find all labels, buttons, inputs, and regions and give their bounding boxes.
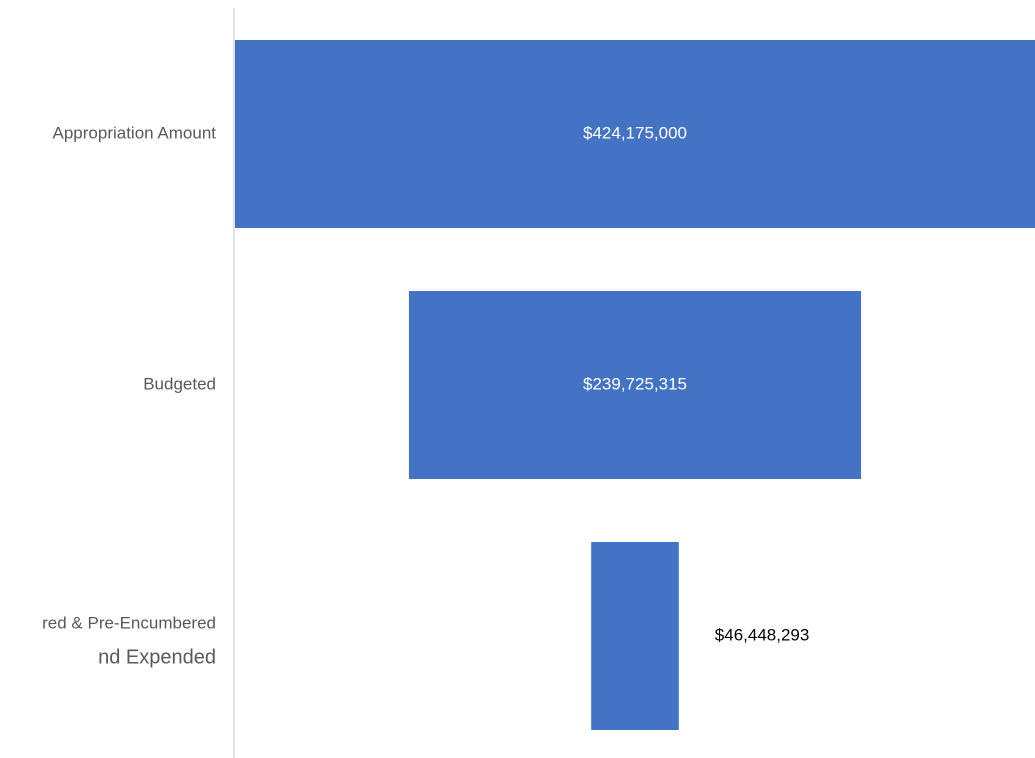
bar xyxy=(591,542,679,730)
value-label: $46,448,293 xyxy=(715,625,810,644)
category-label: red & Pre-Encumbered xyxy=(42,613,216,632)
category-label: nd Expended xyxy=(98,646,216,668)
category-label: Budgeted xyxy=(143,374,216,393)
category-label: Appropriation Amount xyxy=(53,123,217,142)
value-label: $424,175,000 xyxy=(583,123,687,142)
bar xyxy=(408,291,862,479)
bar xyxy=(235,40,1035,228)
value-label: $239,725,315 xyxy=(583,374,687,393)
